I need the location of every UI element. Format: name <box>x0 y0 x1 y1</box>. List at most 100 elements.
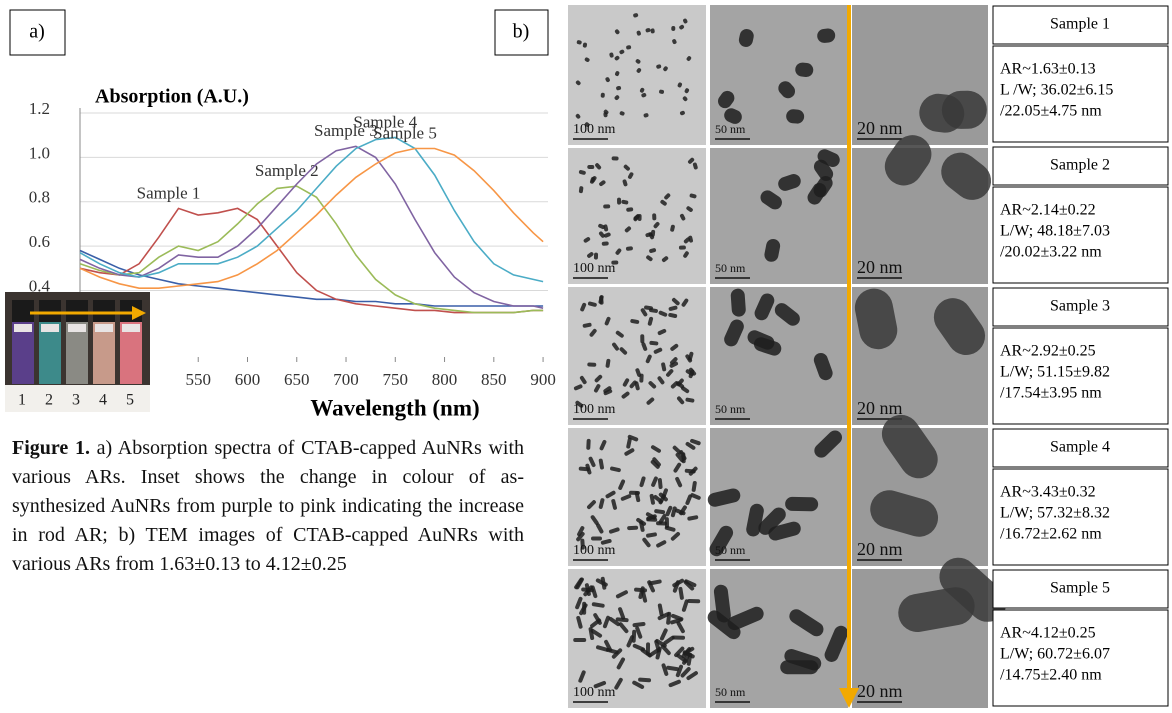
vial-cap <box>93 300 115 322</box>
sample-detail: /17.54±3.95 nm <box>1000 385 1102 402</box>
y-tick-label: 0.6 <box>29 232 50 251</box>
x-tick-label: 750 <box>383 370 409 389</box>
nanorod <box>679 245 686 249</box>
y-axis-title: Absorption (A.U.) <box>95 86 249 108</box>
scale-label: 20 nm <box>857 118 903 138</box>
nanorod <box>730 288 746 317</box>
sample-name: Sample 5 <box>1050 580 1110 597</box>
vial-cap <box>12 300 34 322</box>
vial-label <box>68 324 86 332</box>
sample-detail: AR~4.12±0.25 <box>1000 625 1096 642</box>
scale-label: 20 nm <box>857 398 903 418</box>
nanorod <box>632 630 637 643</box>
sample-name: Sample 2 <box>1050 157 1110 174</box>
nanorod <box>587 362 596 366</box>
nanorod <box>603 204 610 208</box>
sample-name: Sample 1 <box>1050 16 1110 33</box>
nanorod <box>573 638 586 642</box>
scale-label: 100 nm <box>573 261 616 276</box>
vial-label <box>41 324 59 332</box>
sample-detail: L/W; 60.72±6.07 <box>1000 646 1110 663</box>
vial-cap <box>39 300 61 322</box>
x-axis-title: Wavelength (nm) <box>310 395 479 420</box>
sample-detail: AR~2.92±0.25 <box>1000 343 1096 360</box>
nanorod <box>587 165 594 169</box>
nanorod <box>687 599 700 603</box>
sample-detail: AR~2.14±0.22 <box>1000 202 1096 219</box>
nanorod <box>594 253 598 260</box>
sample-detail: L/W; 57.32±8.32 <box>1000 505 1110 522</box>
sample-detail: L/W; 51.15±9.82 <box>1000 364 1110 381</box>
scale-label: 50 nm <box>715 543 746 557</box>
nanorod <box>591 537 602 541</box>
scale-label: 20 nm <box>857 539 903 559</box>
scale-label: 100 nm <box>573 402 616 417</box>
scale-label: 50 nm <box>715 261 746 275</box>
vial-number: 5 <box>126 392 134 409</box>
scale-label: 50 nm <box>715 402 746 416</box>
sample-detail: L/W; 48.18±7.03 <box>1000 223 1110 240</box>
sample-table: Sample 1 AR~1.63±0.13 L /W; 36.02±6.15/22.… <box>993 6 1168 706</box>
figure-canvas: a) b) Absorption (A.U.) Wavelength (nm) … <box>0 0 1172 713</box>
vial-cap <box>66 300 88 322</box>
series-label: Sample 5 <box>373 123 437 142</box>
sample-name: Sample 4 <box>1050 439 1110 456</box>
nanorod <box>617 198 621 205</box>
nanorod <box>646 642 650 655</box>
sample-detail: /16.72±2.62 nm <box>1000 526 1102 543</box>
nanorod <box>652 213 656 220</box>
sample-detail: /14.75±2.40 nm <box>1000 667 1102 684</box>
x-tick-label: 600 <box>235 370 261 389</box>
nanorod <box>629 491 640 495</box>
nanorod <box>942 90 988 129</box>
vial-label <box>95 324 113 332</box>
x-tick-label: 850 <box>481 370 507 389</box>
x-tick-label: 700 <box>333 370 359 389</box>
vial-number: 2 <box>45 392 53 409</box>
nanorod <box>612 156 619 160</box>
scale-label: 100 nm <box>573 543 616 558</box>
panel-label: a) <box>29 21 45 43</box>
vial-number: 3 <box>72 392 80 409</box>
sample-detail: /22.05±4.75 nm <box>1000 103 1102 120</box>
y-tick-label: 0.8 <box>29 188 50 207</box>
scale-label: 20 nm <box>857 257 903 277</box>
sample-detail: L /W; 36.02±6.15 <box>1000 82 1113 99</box>
nanorod <box>627 526 638 531</box>
caption-label: Figure 1. <box>12 437 90 459</box>
scale-label: 50 nm <box>715 122 746 136</box>
scale-label: 50 nm <box>715 685 746 699</box>
nanorod <box>785 497 818 512</box>
nanorod <box>582 602 586 615</box>
scale-label: 100 nm <box>573 122 616 137</box>
x-tick-label: 550 <box>185 370 211 389</box>
scale-label: 100 nm <box>573 685 616 700</box>
vial-label <box>122 324 140 332</box>
caption: Figure 1. a) Absorption spectra of CTAB-… <box>12 434 524 579</box>
series-line <box>80 137 543 281</box>
nanorod <box>671 26 675 31</box>
inset-photo: 1 2 3 4 5 <box>5 292 150 412</box>
x-tick-label: 900 <box>530 370 556 389</box>
nanorod <box>586 439 591 450</box>
sample-detail: AR~1.63±0.13 <box>1000 61 1096 78</box>
series-label: Sample 1 <box>137 183 201 202</box>
scale-label: 20 nm <box>857 681 903 701</box>
x-tick-label: 800 <box>432 370 458 389</box>
vial-number: 1 <box>18 392 26 409</box>
panel-label: b) <box>513 21 530 43</box>
figure: a) b) Absorption (A.U.) Wavelength (nm) … <box>0 0 1172 713</box>
vial-label <box>14 324 32 332</box>
vial-number: 4 <box>99 392 107 409</box>
nanorod <box>639 374 643 383</box>
tem-images: 100 nm 50 nm 20 nm 100 nm 50 nm 20 nm 100 nm 50… <box>568 5 1014 708</box>
nanorod <box>780 660 818 674</box>
y-tick-label: 1.2 <box>29 99 50 118</box>
sample-name: Sample 3 <box>1050 298 1110 315</box>
y-tick-label: 1.0 <box>29 143 50 162</box>
sample-detail: /20.02±3.22 nm <box>1000 244 1102 261</box>
nanorod <box>640 334 644 343</box>
nanorod <box>681 452 686 463</box>
sample-detail: AR~3.43±0.32 <box>1000 484 1096 501</box>
x-tick-label: 650 <box>284 370 310 389</box>
